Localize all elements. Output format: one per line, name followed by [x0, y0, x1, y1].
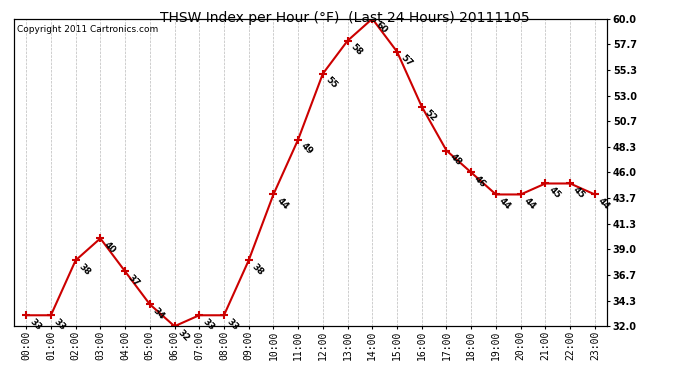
Text: 55: 55 [324, 75, 339, 90]
Text: 33: 33 [28, 316, 43, 332]
Text: 45: 45 [571, 185, 586, 200]
Text: 33: 33 [226, 316, 241, 332]
Text: 58: 58 [349, 42, 364, 57]
Text: 44: 44 [522, 196, 538, 211]
Text: 52: 52 [423, 108, 438, 123]
Text: 49: 49 [299, 141, 315, 156]
Text: 38: 38 [77, 262, 92, 277]
Text: THSW Index per Hour (°F)  (Last 24 Hours) 20111105: THSW Index per Hour (°F) (Last 24 Hours)… [160, 11, 530, 25]
Text: 48: 48 [448, 152, 463, 167]
Text: 40: 40 [101, 240, 117, 255]
Text: 57: 57 [398, 53, 414, 68]
Text: 44: 44 [497, 196, 513, 211]
Text: 38: 38 [250, 262, 265, 277]
Text: 44: 44 [275, 196, 290, 211]
Text: 33: 33 [201, 316, 216, 332]
Text: 46: 46 [473, 174, 488, 189]
Text: Copyright 2011 Cartronics.com: Copyright 2011 Cartronics.com [17, 25, 158, 34]
Text: 60: 60 [374, 20, 389, 35]
Text: 33: 33 [52, 316, 68, 332]
Text: 44: 44 [596, 196, 611, 211]
Text: 34: 34 [151, 306, 166, 321]
Text: 37: 37 [126, 273, 141, 288]
Text: 32: 32 [176, 328, 191, 343]
Text: 45: 45 [546, 185, 562, 200]
